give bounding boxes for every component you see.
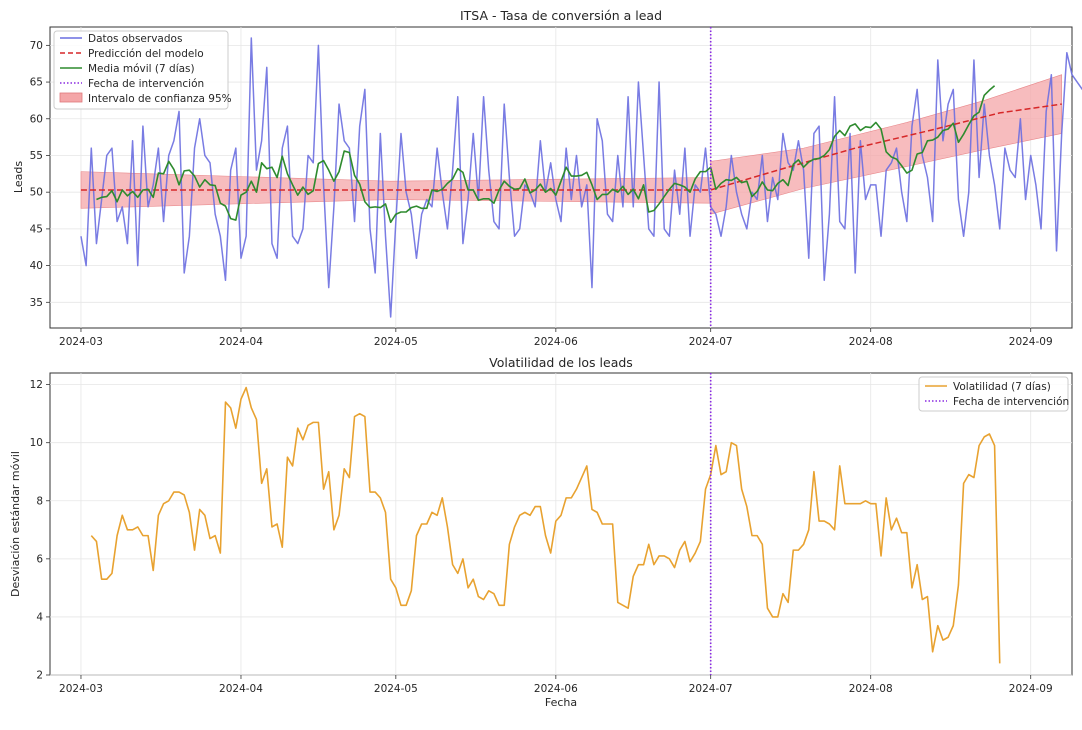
x-tick-label: 2024-09 <box>1009 336 1053 348</box>
y-axis-label: Desviación estándar móvil <box>9 451 22 597</box>
chart-title: Volatilidad de los leads <box>489 355 633 370</box>
legend: Datos observados Predicción del modelo M… <box>53 30 232 110</box>
legend-label-intervention: Fecha de intervención <box>953 396 1069 408</box>
y-tick-label: 2 <box>36 670 43 682</box>
legend-label-volatility: Volatilidad (7 días) <box>953 381 1051 393</box>
y-tick-label: 40 <box>30 260 43 272</box>
x-tick-label: 2024-08 <box>849 336 893 348</box>
x-tick-label: 2024-05 <box>374 683 418 695</box>
x-tick-label: 2024-05 <box>374 336 418 348</box>
y-tick-label: 12 <box>30 379 43 391</box>
y-tick-label: 60 <box>30 113 43 125</box>
legend: Volatilidad (7 días) Fecha de intervenci… <box>918 376 1069 412</box>
y-tick-label: 6 <box>36 553 43 565</box>
legend-label-observed: Datos observados <box>88 33 182 45</box>
y-tick-label: 55 <box>30 150 43 162</box>
x-axis-label: Fecha <box>545 696 577 709</box>
plot-area <box>49 372 1073 676</box>
series-observed <box>80 37 1082 318</box>
x-tick-label: 2024-07 <box>689 336 733 348</box>
x-tick-label: 2024-07 <box>689 683 733 695</box>
y-tick-label: 10 <box>30 437 43 449</box>
y-tick-label: 45 <box>30 223 43 235</box>
chart-title: ITSA - Tasa de conversión a lead <box>460 8 662 23</box>
y-tick-label: 70 <box>30 40 43 52</box>
legend-label-moving-average: Media móvil (7 días) <box>88 63 195 75</box>
y-tick-label: 50 <box>30 187 43 199</box>
x-tick-label: 2024-03 <box>59 683 103 695</box>
x-tick-label: 2024-03 <box>59 336 103 348</box>
x-tick-label: 2024-04 <box>219 683 263 695</box>
legend-box <box>918 376 1069 412</box>
legend-label-confidence: Intervalo de confianza 95% <box>88 93 232 105</box>
y-tick-label: 65 <box>30 77 43 89</box>
y-tick-label: 8 <box>36 495 43 507</box>
y-axis-label: Leads <box>12 161 25 193</box>
legend-swatch-confidence <box>59 92 83 103</box>
legend-label-intervention: Fecha de intervención <box>88 78 204 90</box>
series-moving-average <box>96 85 996 224</box>
x-tick-label: 2024-08 <box>849 683 893 695</box>
x-tick-label: 2024-06 <box>534 336 578 348</box>
x-tick-label: 2024-06 <box>534 683 578 695</box>
chart-volatility: Volatilidad de los leads 2 4 6 8 10 12 2024-0… <box>9 355 1073 709</box>
series-volatility <box>90 386 1001 664</box>
y-tick-label: 35 <box>30 297 43 309</box>
y-tick-label: 4 <box>36 611 43 623</box>
x-tick-label: 2024-04 <box>219 336 263 348</box>
x-tick-label: 2024-09 <box>1009 683 1053 695</box>
chart-conversion: ITSA - Tasa de conversión a lead 35 40 45 5… <box>12 8 1082 348</box>
legend-box <box>53 30 229 110</box>
legend-label-prediction: Predicción del modelo <box>88 48 204 60</box>
